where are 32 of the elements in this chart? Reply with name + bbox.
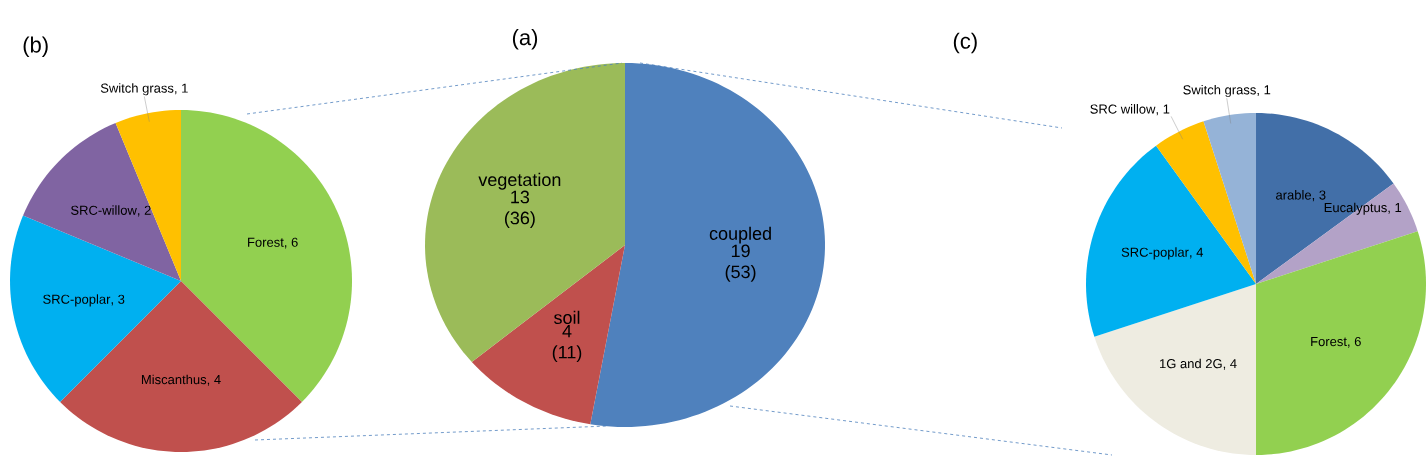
data-label: , 6 — [285, 237, 298, 249]
slice-label: SRC-poplar — [43, 294, 111, 307]
data-label: , 3 — [1312, 190, 1326, 202]
data-label: , 3 — [111, 294, 125, 306]
data-label: , 6 — [1348, 336, 1361, 348]
slice-label: Forest — [1311, 337, 1347, 347]
data-label: 19 (53) — [725, 244, 756, 282]
chart-title: (a) — [512, 29, 538, 50]
data-label: , 4 — [207, 375, 221, 386]
slice-label: soil — [554, 310, 580, 324]
data-label: 4 (11) — [552, 324, 582, 363]
slice-label: Miscanthus — [141, 374, 207, 385]
slice-label: Forest — [248, 237, 284, 247]
chart-title: (b) — [23, 36, 48, 57]
data-label: , 4 — [1190, 247, 1204, 259]
slice-label: SRC willow — [1090, 104, 1156, 114]
data-label: , 2 — [138, 205, 151, 217]
slice-label: vegetation — [478, 172, 561, 190]
slice-label: coupled — [709, 226, 771, 244]
data-label: 13 (36) — [504, 190, 535, 228]
chart-title: (c) — [953, 32, 977, 54]
slice-label: Switch grass — [1183, 84, 1256, 98]
slice-label: arable — [1276, 190, 1312, 200]
slice-label: Switch grass — [100, 83, 174, 96]
data-label: , 1 — [1388, 203, 1402, 214]
slice-label: SRC-poplar — [1121, 247, 1189, 260]
data-label: , 4 — [1223, 359, 1237, 370]
slice-label: 1G and 2G — [1160, 358, 1222, 369]
data-label: , 1 — [1257, 85, 1271, 96]
slice-label: SRC-willow — [71, 205, 137, 215]
data-label: , 1 — [175, 83, 188, 95]
data-label: , 1 — [1156, 104, 1170, 116]
